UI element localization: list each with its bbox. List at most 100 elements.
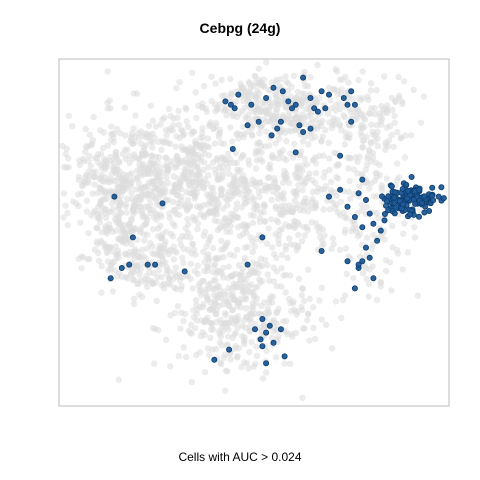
background-cell-point: [305, 141, 312, 148]
highlighted-cell-point: [111, 193, 118, 200]
highlighted-cell-point: [244, 261, 251, 268]
background-cell-point: [134, 167, 141, 174]
background-cell-point: [276, 135, 283, 142]
background-cell-point: [205, 163, 212, 171]
background-cell-point: [180, 259, 187, 267]
background-cell-point: [203, 143, 211, 150]
highlighted-cell-point: [377, 227, 384, 234]
background-cell-point: [252, 79, 259, 87]
background-cell-point: [163, 174, 170, 181]
background-cell-point: [214, 255, 221, 262]
background-cell-point: [149, 144, 156, 151]
background-cell-point: [184, 216, 191, 223]
background-cell-point: [292, 114, 299, 121]
background-cell-point: [189, 69, 196, 77]
background-cell-point: [230, 280, 237, 287]
background-cell-point: [208, 73, 215, 80]
background-cell-point: [165, 105, 173, 113]
background-cell-point: [399, 266, 406, 273]
background-cell-point: [87, 162, 95, 170]
background-cell-point: [368, 245, 376, 253]
background-cell-point: [221, 92, 229, 99]
background-cell-point: [137, 254, 144, 262]
background-cell-point: [224, 202, 231, 209]
background-cell-point: [224, 368, 231, 375]
background-cell-point: [169, 233, 176, 240]
background-cell-point: [202, 286, 210, 293]
highlighted-cell-point: [263, 360, 270, 367]
background-cell-point: [214, 176, 221, 184]
background-cell-point: [268, 79, 275, 86]
background-cell-point: [81, 148, 89, 155]
background-cell-point: [194, 226, 201, 233]
background-cell-point: [367, 87, 375, 94]
highlighted-cell-point: [416, 187, 423, 194]
background-cell-point: [179, 132, 187, 139]
highlighted-cell-point: [300, 74, 307, 81]
background-cell-point: [298, 292, 305, 299]
background-cell-point: [236, 232, 243, 240]
background-cell-point: [162, 336, 170, 343]
background-cell-point: [245, 365, 252, 372]
background-cell-point: [238, 204, 245, 211]
background-cell-point: [273, 310, 280, 317]
background-cell-point: [176, 211, 183, 218]
background-cell-point: [111, 178, 119, 185]
background-cell-point: [117, 130, 124, 137]
background-cell-point: [259, 187, 266, 194]
highlighted-cell-point: [288, 105, 295, 112]
highlighted-cell-point: [359, 176, 366, 183]
background-cell-point: [60, 214, 67, 221]
background-cell-point: [257, 279, 264, 286]
background-cell-point: [315, 185, 322, 192]
background-cell-point: [245, 79, 253, 86]
background-cell-point: [320, 152, 327, 159]
highlighted-cell-point: [244, 122, 251, 129]
background-cell-point: [206, 122, 213, 129]
background-cell-point: [226, 155, 234, 162]
background-cell-point: [242, 199, 249, 207]
background-cell-point: [308, 219, 315, 226]
background-cell-point: [59, 142, 66, 150]
background-cell-point: [322, 321, 330, 328]
background-cell-point: [341, 292, 349, 299]
background-cell-point: [166, 215, 173, 222]
background-cell-point: [227, 124, 234, 131]
background-cell-point: [420, 93, 428, 100]
background-cell-point: [69, 123, 76, 130]
background-cell-point: [134, 248, 142, 255]
background-cell-point: [205, 281, 212, 288]
background-cell-point: [151, 360, 158, 367]
background-cell-point: [122, 273, 129, 281]
background-cell-point: [219, 328, 226, 335]
background-cell-point: [120, 180, 127, 187]
background-cell-point: [301, 68, 308, 76]
highlighted-cell-point: [259, 234, 266, 241]
background-cell-point: [187, 190, 194, 197]
background-cell-point: [250, 212, 257, 219]
background-cell-point: [128, 169, 135, 177]
background-cell-point: [157, 180, 165, 187]
background-cell-point: [250, 289, 257, 296]
highlighted-cell-point: [418, 199, 425, 206]
background-cell-point: [226, 181, 234, 189]
background-cell-point: [229, 293, 237, 301]
background-cell-point: [196, 349, 203, 356]
background-cell-point: [294, 219, 301, 226]
background-cell-point: [119, 150, 127, 158]
background-cell-point: [102, 157, 109, 165]
background-cell-point: [388, 94, 395, 102]
background-cell-point: [188, 378, 195, 386]
background-cell-point: [148, 170, 155, 177]
background-cell-point: [189, 150, 196, 157]
background-cell-point: [246, 348, 253, 356]
background-cell-point: [152, 153, 160, 161]
background-cell-point: [340, 209, 348, 216]
background-cell-point: [300, 198, 308, 205]
background-cell-point: [283, 317, 290, 325]
background-cell-point: [125, 236, 132, 243]
highlighted-cell-point: [268, 132, 275, 139]
highlighted-cell-point: [362, 244, 369, 251]
background-cell-point: [249, 219, 257, 227]
background-cell-point: [285, 127, 292, 134]
